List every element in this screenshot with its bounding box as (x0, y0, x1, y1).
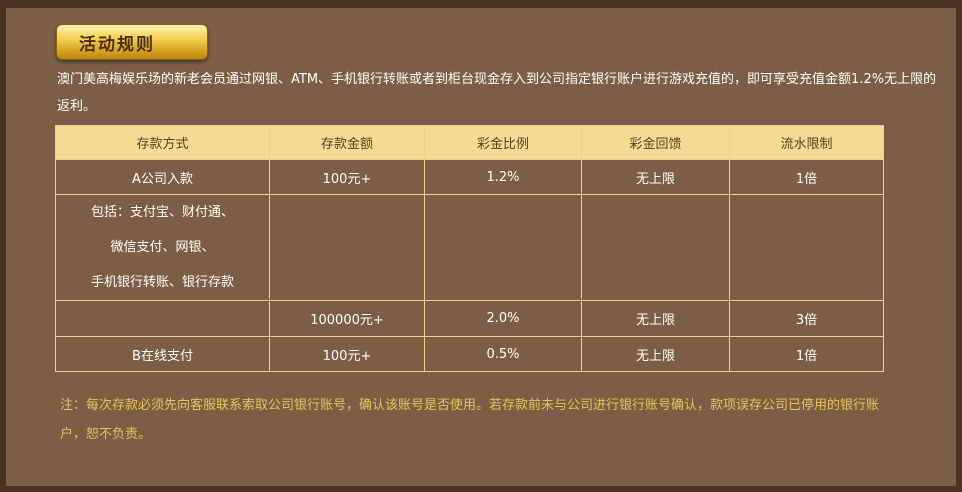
cell-ratio: 1.2% (424, 159, 582, 195)
table-header-row: 存款方式 存款金额 彩金比例 彩金回馈 流水限制 (55, 125, 884, 160)
header-bonus: 彩金回馈 (581, 125, 730, 160)
cell-bonus: 无上限 (581, 300, 730, 337)
cell-ratio: 2.0% (424, 300, 582, 337)
header-amount: 存款金额 (269, 125, 425, 160)
cell-turnover: 1倍 (729, 336, 884, 372)
method-detail-line: 包括：支付宝、财付通、 (90, 205, 234, 220)
cell-bonus: 无上限 (581, 159, 730, 195)
cell-ratio: 0.5% (424, 336, 582, 372)
cell-empty (424, 194, 582, 301)
header-turnover: 流水限制 (729, 125, 884, 160)
table-row: 包括：支付宝、财付通、 微信支付、网银、 手机银行转账、银行存款 (55, 194, 884, 301)
cell-method-details: 包括：支付宝、财付通、 微信支付、网银、 手机银行转账、银行存款 (55, 194, 270, 301)
header-ratio: 彩金比例 (424, 125, 582, 160)
title-badge: 活动规则 (56, 24, 208, 60)
method-detail-line: 微信支付、网银、 (110, 240, 215, 255)
cell-turnover: 1倍 (729, 159, 884, 195)
header-method: 存款方式 (55, 125, 270, 160)
rules-table: 存款方式 存款金额 彩金比例 彩金回馈 流水限制 A公司入款 100元+ 1.2… (55, 125, 884, 372)
page-title: 活动规则 (79, 34, 155, 55)
cell-turnover: 3倍 (729, 300, 884, 337)
intro-text: 澳门美高梅娱乐场的新老会员通过网银、ATM、手机银行转账或者到柜台现金存入到公司… (57, 72, 937, 114)
cell-amount: 100元+ (269, 159, 425, 195)
cell-empty (269, 194, 425, 301)
note-text: 注：每次存款必须先向客服联系索取公司银行账号，确认该账号是否使用。若存款前未与公… (60, 398, 880, 442)
cell-empty (581, 194, 730, 301)
table-row: A公司入款 100元+ 1.2% 无上限 1倍 (55, 159, 884, 195)
table-row: B在线支付 100元+ 0.5% 无上限 1倍 (55, 336, 884, 372)
cell-method: A公司入款 (55, 159, 270, 195)
cell-bonus: 无上限 (581, 336, 730, 372)
cell-empty (729, 194, 884, 301)
table-row: 100000元+ 2.0% 无上限 3倍 (55, 300, 884, 337)
method-detail-line: 手机银行转账、银行存款 (90, 275, 234, 290)
cell-amount: 100000元+ (269, 300, 425, 337)
cell-amount: 100元+ (269, 336, 425, 372)
cell-method (55, 300, 270, 337)
cell-method: B在线支付 (55, 336, 270, 372)
